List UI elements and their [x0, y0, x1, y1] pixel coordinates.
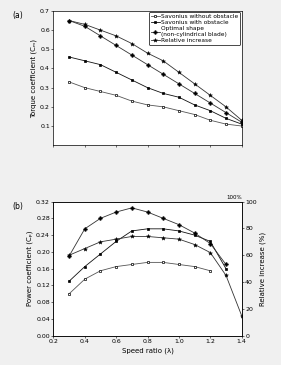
Savonius with obstacle	[177, 95, 181, 99]
Optimal shape
(non-cylindrical blade)	[224, 110, 228, 115]
Savonius with obstacle	[67, 55, 71, 59]
Line: Relative increase: Relative increase	[67, 19, 244, 122]
Savonius with obstacle	[224, 116, 228, 120]
Savonius without obstacle	[209, 118, 212, 122]
Savonius without obstacle	[162, 105, 165, 109]
Savonius without obstacle	[130, 99, 133, 103]
Optimal shape
(non-cylindrical blade)	[130, 53, 133, 57]
Savonius without obstacle	[114, 93, 118, 97]
Savonius with obstacle	[146, 85, 149, 90]
Relative increase	[83, 22, 87, 27]
Optimal shape
(non-cylindrical blade)	[146, 62, 149, 67]
Relative increase	[240, 118, 243, 122]
Savonius with obstacle	[99, 62, 102, 67]
Y-axis label: Relative increase (%): Relative increase (%)	[260, 232, 266, 306]
Savonius without obstacle	[224, 122, 228, 126]
Text: 100%: 100%	[226, 195, 242, 200]
Optimal shape
(non-cylindrical blade)	[240, 120, 243, 124]
Savonius without obstacle	[83, 85, 87, 90]
Optimal shape
(non-cylindrical blade)	[193, 91, 196, 96]
Savonius with obstacle	[83, 59, 87, 63]
Line: Savonius with obstacle: Savonius with obstacle	[68, 55, 243, 126]
Y-axis label: Torque coefficient (Cₘ): Torque coefficient (Cₘ)	[31, 39, 37, 118]
Relative increase	[224, 105, 228, 109]
Text: (a): (a)	[12, 11, 23, 20]
Relative increase	[209, 93, 212, 97]
Savonius without obstacle	[240, 124, 243, 128]
Line: Savonius without obstacle: Savonius without obstacle	[68, 81, 243, 127]
Optimal shape
(non-cylindrical blade)	[162, 72, 165, 76]
X-axis label: Speed ratio (λ): Speed ratio (λ)	[122, 347, 173, 354]
Savonius without obstacle	[177, 108, 181, 113]
Optimal shape
(non-cylindrical blade)	[114, 43, 118, 48]
Legend: Savonius without obstacle, Savonius with obstacle, Optimal shape
(non-cylindrica: Savonius without obstacle, Savonius with…	[149, 12, 241, 45]
Savonius with obstacle	[162, 91, 165, 96]
Savonius without obstacle	[99, 89, 102, 94]
Optimal shape
(non-cylindrical blade)	[177, 82, 181, 86]
Optimal shape
(non-cylindrical blade)	[67, 18, 71, 23]
Relative increase	[162, 59, 165, 63]
Savonius with obstacle	[114, 70, 118, 74]
Savonius with obstacle	[209, 108, 212, 113]
Savonius without obstacle	[67, 80, 71, 84]
Optimal shape
(non-cylindrical blade)	[83, 24, 87, 28]
Relative increase	[114, 34, 118, 38]
Savonius with obstacle	[193, 103, 196, 107]
Text: (b): (b)	[12, 201, 23, 211]
Relative increase	[146, 51, 149, 55]
Line: Optimal shape
(non-cylindrical blade): Optimal shape (non-cylindrical blade)	[67, 19, 243, 124]
Relative increase	[193, 82, 196, 86]
Relative increase	[67, 18, 71, 23]
Savonius without obstacle	[146, 103, 149, 107]
Y-axis label: Power coefficient (Cₚ): Power coefficient (Cₚ)	[27, 231, 33, 307]
Savonius with obstacle	[130, 78, 133, 82]
Optimal shape
(non-cylindrical blade)	[209, 101, 212, 105]
Relative increase	[130, 41, 133, 46]
Optimal shape
(non-cylindrical blade)	[99, 34, 102, 38]
Relative increase	[99, 28, 102, 32]
Savonius with obstacle	[240, 122, 243, 126]
Relative increase	[177, 70, 181, 74]
Savonius without obstacle	[193, 112, 196, 117]
